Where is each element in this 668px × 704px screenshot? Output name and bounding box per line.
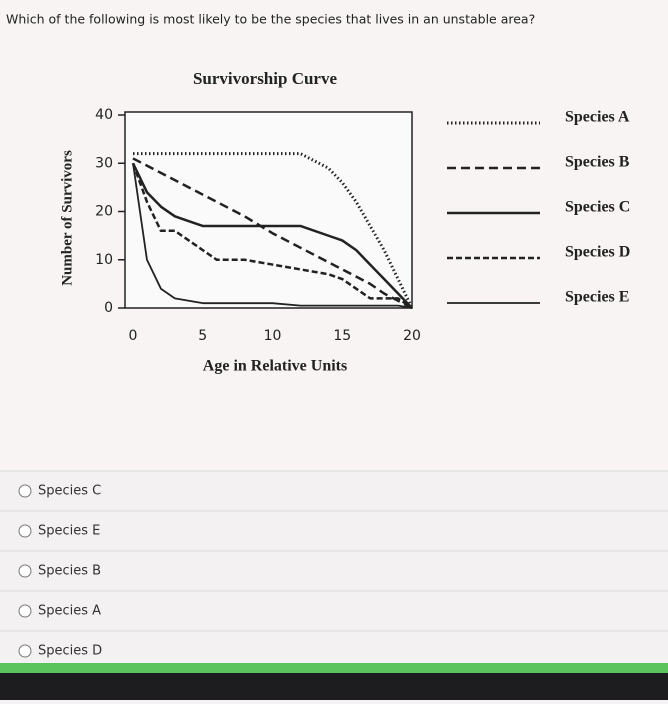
option-label[interactable]: Species E — [38, 524, 100, 539]
x-tick-label: 20 — [403, 328, 421, 344]
x-tick-label: 0 — [129, 328, 138, 344]
chart-title: Survivorship Curve — [193, 69, 337, 88]
legend-label: Species B — [565, 154, 630, 171]
y-tick-label: 0 — [104, 300, 113, 316]
footer — [0, 673, 668, 700]
question: Which of the following is most likely to… — [6, 12, 535, 27]
legend-label: Species D — [565, 244, 630, 261]
y-tick-label: 20 — [95, 204, 113, 220]
option-label[interactable]: Species B — [38, 564, 101, 579]
legend-label: Species C — [565, 199, 630, 216]
radio-button[interactable] — [18, 524, 32, 538]
progress-bar — [0, 663, 668, 673]
x-tick-label: 15 — [333, 328, 351, 344]
plot-frame — [124, 111, 413, 309]
option-label[interactable]: Species C — [38, 484, 101, 499]
series-line — [131, 162, 413, 309]
legend-label: Species A — [565, 109, 630, 126]
y-axis-label: Number of Survivors — [59, 150, 75, 286]
radio-button[interactable] — [18, 604, 32, 618]
series-line — [132, 157, 413, 310]
series-line — [133, 152, 414, 309]
y-tick-label: 30 — [95, 155, 113, 171]
series-line — [131, 162, 413, 310]
x-tick-label: 5 — [198, 328, 207, 344]
legend-label: Species E — [565, 289, 629, 306]
radio-button[interactable] — [18, 564, 32, 578]
radio-button[interactable] — [18, 484, 32, 498]
series-line — [132, 163, 413, 309]
y-tick-label: 40 — [95, 107, 113, 123]
x-tick-label: 10 — [264, 328, 282, 344]
radio-button[interactable] — [18, 644, 32, 658]
option-label[interactable]: Species D — [38, 644, 102, 659]
option-label[interactable]: Species A — [38, 604, 101, 619]
y-tick-label: 10 — [95, 252, 113, 268]
x-axis-label: Age in Relative Units — [203, 358, 347, 375]
